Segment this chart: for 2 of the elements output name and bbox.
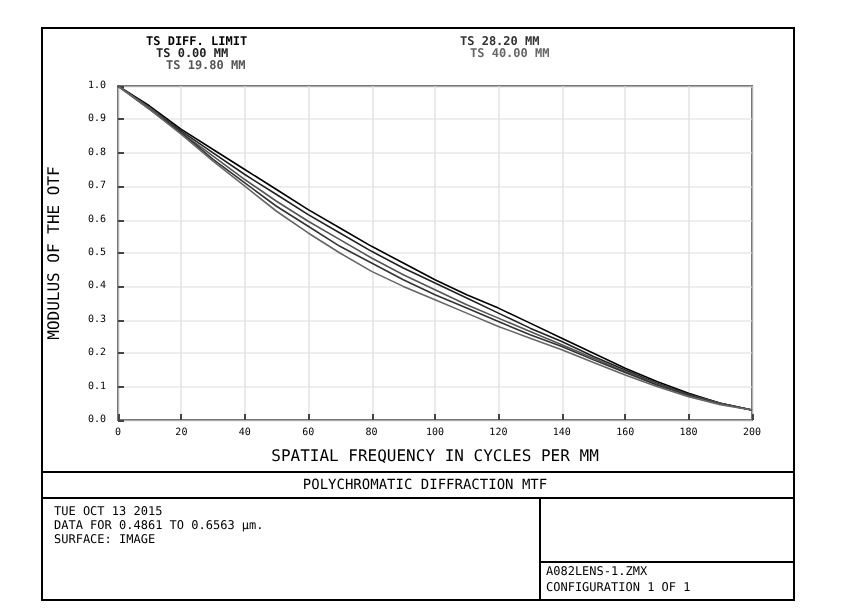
x-axis-title: SPATIAL FREQUENCY IN CYCLES PER MM	[271, 446, 600, 465]
y-axis-title: MODULUS OF THE OTF	[45, 165, 63, 340]
